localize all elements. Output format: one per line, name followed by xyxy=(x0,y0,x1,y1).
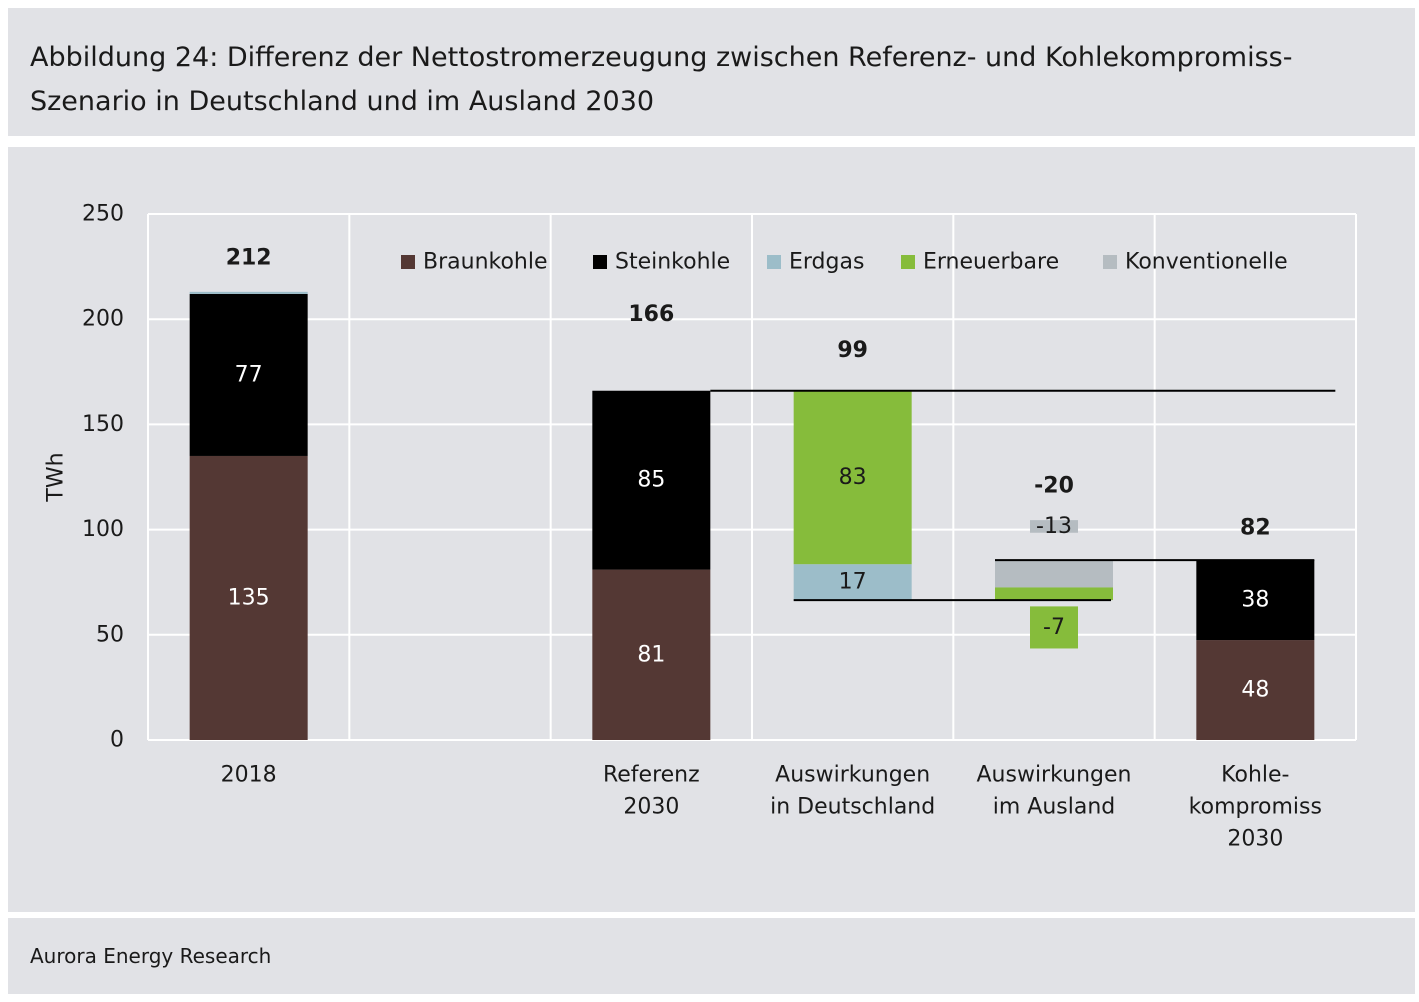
bar-segment-braunkohle xyxy=(592,569,711,740)
x-tick-label: 2018 xyxy=(221,763,277,788)
y-axis-label: TWh xyxy=(44,452,69,502)
x-tick-label: Auswirkungen xyxy=(977,763,1132,788)
legend-swatch-konventionelle xyxy=(1103,255,1117,269)
legend-swatch-erneuerbare xyxy=(901,255,915,269)
bar-segment-braunkohle xyxy=(1196,640,1315,740)
legend-label: Erneuerbare xyxy=(923,250,1059,275)
data-label: 81 xyxy=(637,642,665,667)
data-label: -13 xyxy=(1036,514,1072,539)
data-label: 48 xyxy=(1241,678,1269,703)
y-tick-label: 150 xyxy=(82,412,124,437)
y-tick-label: 50 xyxy=(96,622,124,647)
legend-swatch-erdgas xyxy=(767,255,781,269)
bar-segment-erdgas xyxy=(189,291,308,294)
x-tick-label: kompromiss xyxy=(1189,795,1322,820)
legend-label: Steinkohle xyxy=(615,250,730,275)
data-label: 17 xyxy=(839,570,867,595)
chart-panel: 0 50 100 150 200 250 TWh 135 77 212 81 85 166 83 17 99 -… xyxy=(8,147,1415,912)
bar-segment-konventionelle xyxy=(995,560,1113,588)
bar-segment-erdgas xyxy=(793,564,912,601)
data-label: 77 xyxy=(235,362,263,387)
y-tick-label: 0 xyxy=(110,728,124,753)
legend-label: Braunkohle xyxy=(423,250,548,275)
data-label: 85 xyxy=(637,468,665,493)
x-tick-label: Kohle- xyxy=(1221,763,1289,788)
data-label: -7 xyxy=(1043,615,1065,640)
bar-segment-steinkohle xyxy=(592,390,711,570)
title-panel: Abbildung 24: Differenz der Nettostromer… xyxy=(8,8,1415,136)
y-tick-label: 250 xyxy=(82,202,124,227)
x-tick-label: 2030 xyxy=(623,795,679,820)
legend-swatch-steinkohle xyxy=(593,255,607,269)
x-tick-label: 2030 xyxy=(1227,827,1283,852)
data-label: 83 xyxy=(839,465,867,490)
total-label: 99 xyxy=(837,338,868,363)
total-label: -20 xyxy=(1034,474,1074,499)
bar-segment-konventionelle xyxy=(1030,520,1078,533)
figure-title: Abbildung 24: Differenz der Nettostromer… xyxy=(30,42,1293,117)
data-label: 38 xyxy=(1241,588,1269,613)
total-label: 166 xyxy=(628,302,674,327)
bar-segment-erneuerbare xyxy=(995,587,1113,601)
source-note: Aurora Energy Research xyxy=(30,944,272,968)
bar-segment-steinkohle xyxy=(1196,560,1315,641)
x-tick-label: Auswirkungen xyxy=(775,763,930,788)
chart-svg: 0 50 100 150 200 250 TWh 135 77 212 81 85 166 83 17 99 -… xyxy=(44,202,1357,852)
bar-segment-erneuerbare xyxy=(793,390,912,565)
legend-swatch-braunkohle xyxy=(401,255,415,269)
bar-segment-braunkohle xyxy=(189,455,308,740)
x-tick-label: im Ausland xyxy=(993,795,1116,820)
data-label: 135 xyxy=(228,585,270,610)
y-tick-label: 100 xyxy=(82,517,124,542)
legend-label: Konventionelle xyxy=(1125,250,1288,275)
x-tick-label: in Deutschland xyxy=(770,795,935,820)
source-panel: Aurora Energy Research xyxy=(8,918,1415,994)
total-label: 82 xyxy=(1240,516,1271,541)
y-tick-label: 200 xyxy=(82,307,124,332)
total-label: 212 xyxy=(226,245,272,270)
bar-segment-erneuerbare xyxy=(1030,606,1078,649)
x-tick-label: Referenz xyxy=(603,763,700,788)
bar-segment-steinkohle xyxy=(189,293,308,456)
legend-label: Erdgas xyxy=(789,250,864,275)
